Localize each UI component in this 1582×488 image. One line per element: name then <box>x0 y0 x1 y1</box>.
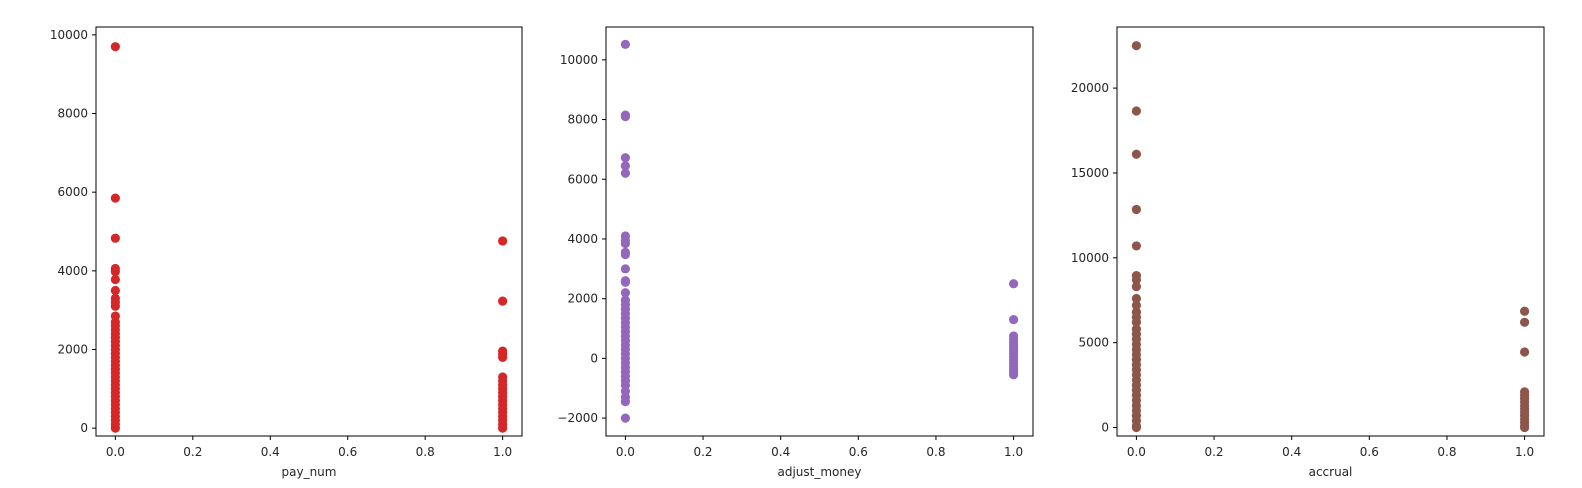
plot-frame <box>605 26 1034 437</box>
y-tick-label: 10000 <box>560 53 598 67</box>
data-point <box>1008 279 1019 289</box>
data-point <box>620 413 631 423</box>
data-point <box>110 42 120 52</box>
y-tick-label: 4000 <box>567 232 598 246</box>
y-tick-label: 0 <box>1101 421 1109 435</box>
x-tick-label: 0.4 <box>261 445 280 459</box>
data-point <box>620 288 631 298</box>
x-tick-label: 1.0 <box>1515 445 1534 459</box>
x-tick-label: 0.2 <box>183 445 202 459</box>
data-point <box>1519 347 1530 357</box>
data-point <box>1519 306 1530 316</box>
data-point <box>1131 241 1142 251</box>
y-tick-label: 4000 <box>57 264 88 278</box>
data-point <box>110 274 120 285</box>
y-tick-label: 8000 <box>567 113 598 127</box>
y-tick-label: 6000 <box>57 185 88 199</box>
data-point <box>498 236 508 246</box>
y-tick-label: 5000 <box>1078 336 1109 350</box>
data-point <box>1131 282 1142 292</box>
x-tick-label: 0.6 <box>849 445 868 459</box>
y-tick-label: 20000 <box>1071 81 1109 95</box>
subplot-3: 0.0 0.2 0.4 0.6 0.8 1.0 0 5000 10000 15000 20000 ac… <box>1071 26 1545 479</box>
x-tick-label: 0.8 <box>416 445 435 459</box>
y-tick-label: 2000 <box>567 292 598 306</box>
plot-frame <box>95 26 523 437</box>
y-tick-label: −2000 <box>557 411 598 425</box>
data-point <box>1131 41 1142 51</box>
y-tick-label: 6000 <box>567 172 598 186</box>
y-tick-label: 8000 <box>57 107 88 121</box>
data-point <box>110 301 120 311</box>
data-point <box>620 277 631 287</box>
data-point <box>1131 422 1142 433</box>
data-point <box>620 249 631 260</box>
data-point <box>1131 300 1142 310</box>
data-point <box>1519 422 1530 433</box>
data-point <box>620 39 631 49</box>
data-point <box>1131 149 1142 159</box>
x-tick-label: 0.6 <box>1360 445 1379 459</box>
data-point <box>620 161 631 171</box>
data-point <box>620 111 631 122</box>
data-point <box>498 423 508 433</box>
data-point <box>1008 370 1019 380</box>
x-tick-label: 0.4 <box>1282 445 1301 459</box>
y-tick-label: 15000 <box>1071 166 1109 180</box>
data-point <box>1131 293 1142 304</box>
data-point <box>110 267 120 277</box>
x-tick-label: 0.0 <box>1127 445 1146 459</box>
data-point <box>620 264 631 274</box>
x-tick-label: 0.2 <box>693 445 712 459</box>
data-point <box>110 423 120 433</box>
x-tick-label: 1.0 <box>1004 445 1023 459</box>
x-axis-label: adjust_money <box>778 465 862 479</box>
data-point <box>110 285 120 296</box>
data-point <box>1008 314 1019 325</box>
y-tick-label: 10000 <box>1071 251 1109 265</box>
data-point <box>110 233 120 243</box>
x-tick-label: 0.8 <box>926 445 945 459</box>
y-tick-label: 0 <box>80 421 88 435</box>
data-point <box>1131 106 1142 116</box>
x-tick-label: 0.0 <box>106 445 125 459</box>
data-point <box>620 238 631 249</box>
x-tick-label: 1.0 <box>493 445 512 459</box>
x-tick-label: 0.2 <box>1204 445 1223 459</box>
subplot-1: 0.0 0.2 0.4 0.6 0.8 1.0 0 2000 4000 6000 8000 10000… <box>50 26 523 479</box>
x-tick-label: 0.0 <box>616 445 635 459</box>
data-point <box>110 193 120 203</box>
plot-frame <box>1116 26 1545 437</box>
data-point <box>1131 275 1142 285</box>
subplot-2: 0.0 0.2 0.4 0.6 0.8 1.0 −2000 0 2000 4000 6000 8000… <box>557 26 1034 479</box>
data-point <box>620 153 631 163</box>
y-tick-label: 0 <box>590 351 598 365</box>
data-point <box>1131 317 1142 327</box>
x-tick-label: 0.8 <box>1437 445 1456 459</box>
x-axis-label: accrual <box>1309 465 1353 479</box>
x-axis-label: pay_num <box>282 465 337 479</box>
x-tick-label: 0.4 <box>771 445 790 459</box>
data-point <box>498 352 508 362</box>
y-tick-label: 2000 <box>57 342 88 356</box>
data-point <box>1131 204 1142 215</box>
data-point <box>1519 317 1530 327</box>
data-point <box>620 397 631 407</box>
data-point <box>620 168 631 178</box>
y-tick-label: 10000 <box>50 28 88 42</box>
x-tick-label: 0.6 <box>338 445 357 459</box>
data-point <box>498 296 508 306</box>
